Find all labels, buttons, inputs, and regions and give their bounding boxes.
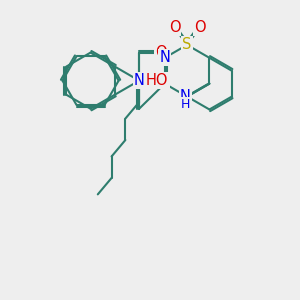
Text: N: N xyxy=(180,89,191,104)
Text: H: H xyxy=(181,98,190,111)
Text: S: S xyxy=(182,38,192,52)
Text: O: O xyxy=(169,20,180,35)
Text: HO: HO xyxy=(146,73,169,88)
Text: O: O xyxy=(155,45,167,60)
Text: N: N xyxy=(159,50,170,65)
Text: O: O xyxy=(194,20,206,35)
Text: N: N xyxy=(134,73,145,88)
